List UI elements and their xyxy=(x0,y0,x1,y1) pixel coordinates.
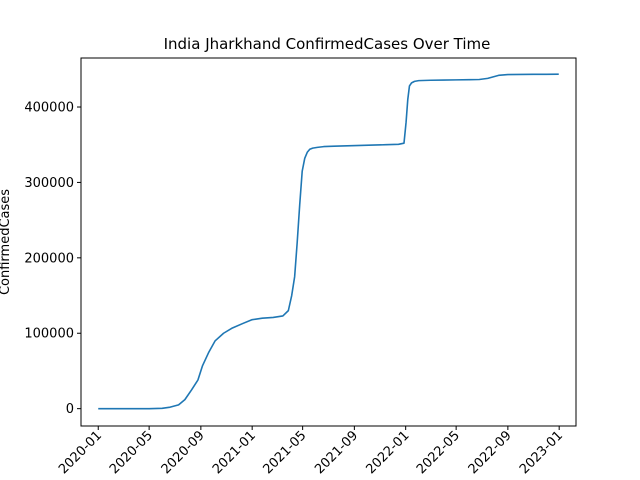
y-axis: 0 100000 200000 300000 400000 xyxy=(24,101,81,417)
x-tick-label: 2020-05 xyxy=(107,428,156,477)
plot-frame xyxy=(80,57,577,427)
y-tick-label: 400000 xyxy=(24,101,74,116)
x-tick-label: 2021-01 xyxy=(210,428,259,477)
y-axis-label: ConfirmedCases xyxy=(0,189,13,295)
x-tick-label: 2022-01 xyxy=(363,428,412,477)
x-tick-label: 2020-09 xyxy=(159,428,208,477)
x-tick-label: 2021-05 xyxy=(260,428,309,477)
y-tick-label: 200000 xyxy=(24,251,74,266)
y-tick-label: 0 xyxy=(66,402,74,417)
x-tick-label: 2023-01 xyxy=(517,428,566,477)
y-tick-label: 300000 xyxy=(24,176,74,191)
x-tick-label: 2020-01 xyxy=(56,428,105,477)
x-tick-label: 2021-09 xyxy=(312,428,361,477)
y-tick-label: 100000 xyxy=(24,327,74,342)
series-line xyxy=(98,73,559,410)
x-axis: 2020-01 2020-05 2020-09 2021-01 2021-05 2021-… xyxy=(56,426,566,477)
x-tick-label: 2022-05 xyxy=(414,428,463,477)
x-tick-label: 2022-09 xyxy=(466,428,515,477)
chart-title: India Jharkhand ConfirmedCases Over Time xyxy=(164,35,491,53)
